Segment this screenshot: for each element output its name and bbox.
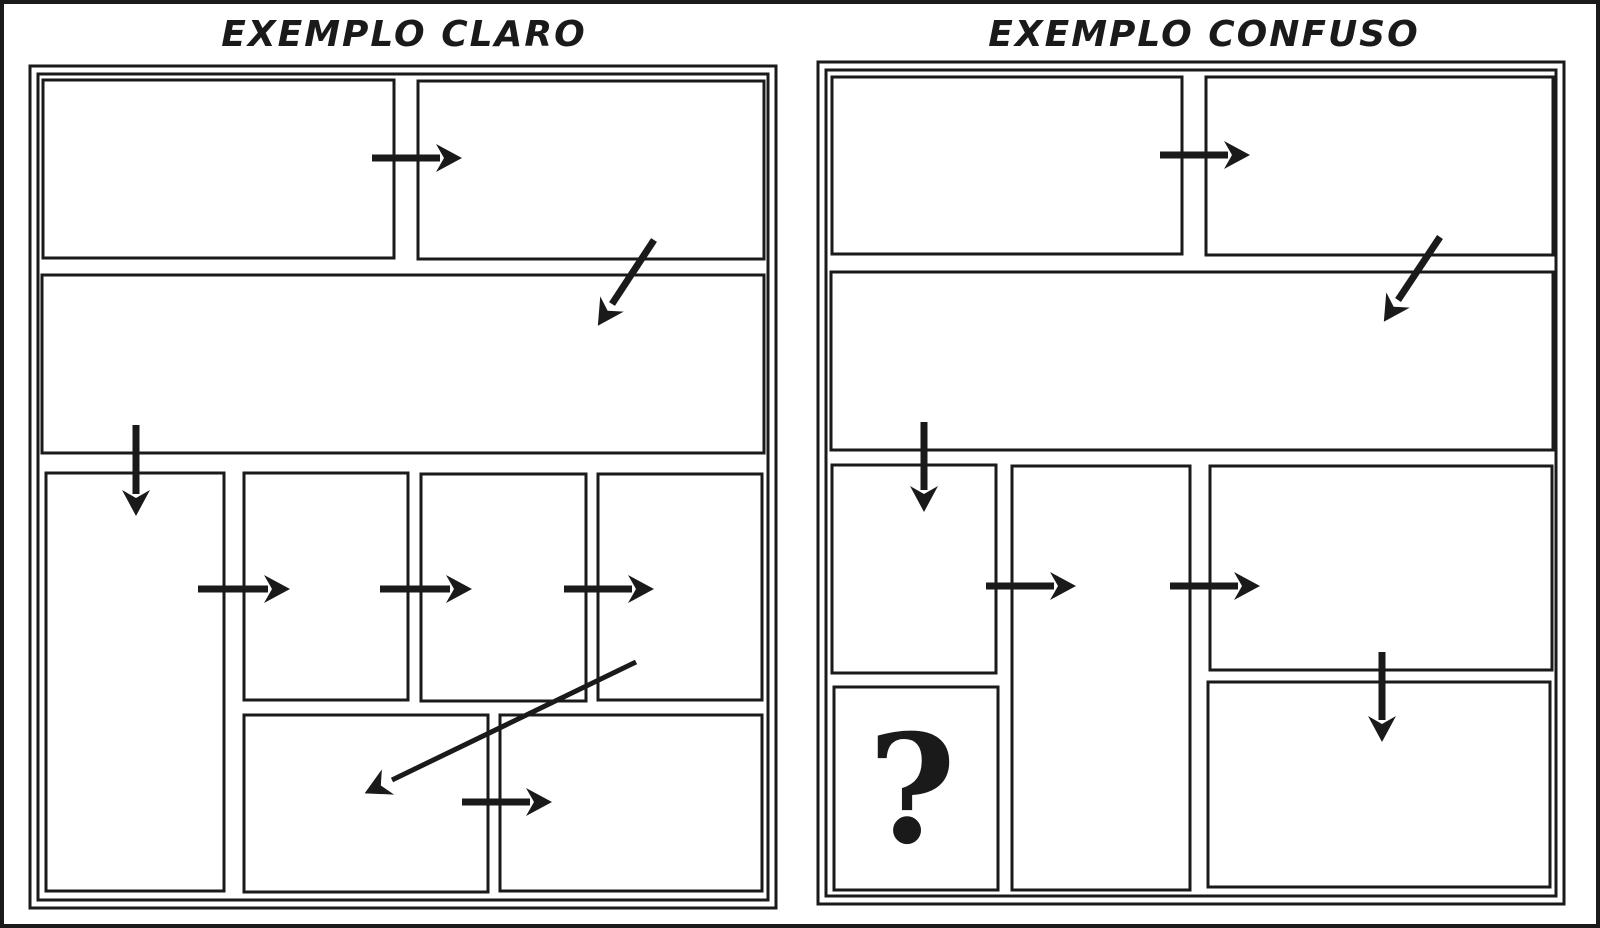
clear-arrow-2-to-3 [586,238,657,334]
clear-page-inner-border [36,72,770,902]
clear-panel-1 [41,78,396,260]
confusing-page-outer-border [816,60,1566,906]
clear-panel-3 [40,273,766,455]
clear-arrow-8-to-9 [462,788,552,816]
confusing-arrow-4-to-5 [986,572,1076,600]
clear-arrow-6-to-7 [564,575,654,603]
clear-panel-4 [44,471,226,893]
confusing-page-inner-border [824,68,1558,898]
clear-example-title: EXEMPLO CLARO [221,14,587,55]
confusing-panel-3 [829,270,1555,452]
clear-arrow-1-to-2 [372,144,462,172]
clear-arrow-4-to-5 [198,575,290,603]
clear-panel-2 [416,79,766,261]
confusing-panel-5 [1010,464,1192,892]
clear-example: EXEMPLO CLARO [28,14,778,910]
question-mark-icon: ? [868,702,956,878]
confusing-panel-1 [830,75,1184,256]
confusing-arrow-2-to-3 [1372,235,1443,330]
confusing-panel-6 [1208,464,1554,672]
confusing-arrow-3-to-4 [910,422,938,512]
confusing-arrow-6-to-7 [1368,652,1396,742]
confusing-arrow-5-to-6 [1170,572,1260,600]
confusing-example: EXEMPLO CONFUSO ? [816,14,1566,906]
clear-arrow-7-to-8 [358,659,638,806]
clear-arrow-5-to-6 [380,575,472,603]
confusing-arrow-1-to-2 [1160,141,1250,169]
clear-arrow-3-to-4 [122,425,150,516]
confusing-panel-2 [1204,75,1555,257]
confusing-panel-unclear [832,685,1000,892]
confusing-example-title: EXEMPLO CONFUSO [988,14,1419,55]
clear-panel-8 [242,713,490,894]
clear-page-outer-border [28,64,778,910]
confusing-panel-4 [830,463,998,675]
